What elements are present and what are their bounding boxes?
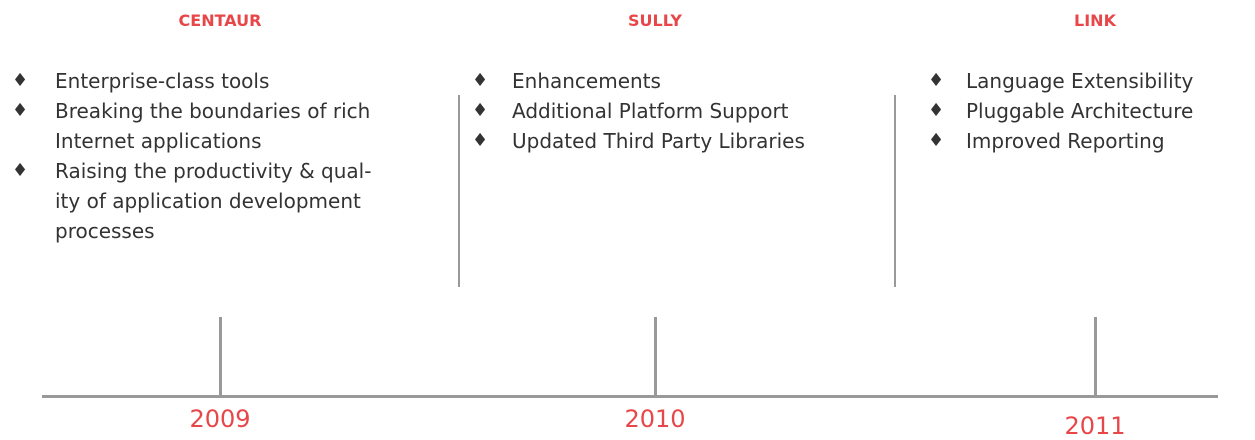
year-tick: [654, 317, 657, 395]
bullet: ♦: [12, 160, 29, 181]
bullet: ♦: [472, 130, 489, 151]
year-tick: [1094, 317, 1097, 395]
item-text: Pluggable Architecture: [966, 99, 1194, 123]
year-tick: [219, 317, 222, 395]
item-text: Enterprise-class tools: [55, 69, 270, 93]
item-text: Language Extensibility: [966, 69, 1194, 93]
item-text: Updated Third Party Libraries: [512, 129, 805, 153]
timeline-axis: [42, 395, 1218, 398]
bullet: ♦: [472, 70, 489, 91]
year-label: 2009: [189, 405, 251, 433]
bullet: ♦: [12, 70, 29, 91]
bullet: ♦: [928, 130, 945, 151]
item-text: Breaking the boundaries of rich: [55, 99, 371, 123]
year-label: 2010: [624, 405, 686, 433]
column-separator: [894, 95, 896, 287]
item-text: Improved Reporting: [966, 129, 1165, 153]
bullet: ♦: [928, 100, 945, 121]
bullet: ♦: [472, 100, 489, 121]
item-text: processes: [55, 219, 155, 243]
column-title: SULLY: [628, 11, 682, 30]
bullet: ♦: [928, 70, 945, 91]
item-text: Raising the productivity & qual-: [55, 159, 372, 183]
bullet: ♦: [12, 100, 29, 121]
column-title: CENTAUR: [178, 11, 262, 30]
item-text: Internet applications: [55, 129, 262, 153]
column-separator: [458, 95, 460, 287]
item-text: Additional Platform Support: [512, 99, 789, 123]
year-label: 2011: [1064, 412, 1126, 440]
column-title: LINK: [1074, 11, 1116, 30]
item-text: ity of application development: [55, 189, 361, 213]
item-text: Enhancements: [512, 69, 661, 93]
